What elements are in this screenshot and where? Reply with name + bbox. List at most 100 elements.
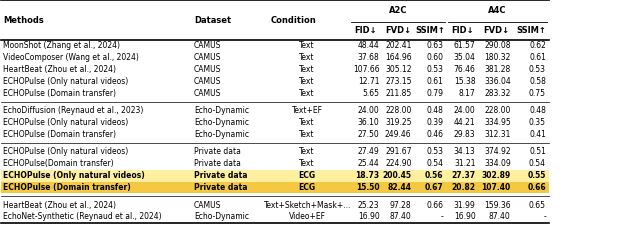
Text: ECHOPulse (Domain transfer): ECHOPulse (Domain transfer) (3, 183, 131, 192)
Text: ECHOPulse (Only natural videos): ECHOPulse (Only natural videos) (3, 148, 129, 157)
Text: Video+EF: Video+EF (289, 212, 326, 221)
Text: 283.32: 283.32 (484, 89, 511, 98)
Text: 273.15: 273.15 (385, 77, 412, 86)
Text: 336.04: 336.04 (484, 77, 511, 86)
Text: 0.62: 0.62 (529, 41, 546, 50)
Text: Text: Text (300, 118, 315, 127)
Text: 302.89: 302.89 (481, 171, 511, 180)
Text: 202.41: 202.41 (385, 41, 412, 50)
Text: 87.40: 87.40 (489, 212, 511, 221)
Text: CAMUS: CAMUS (194, 89, 221, 98)
Text: Text: Text (300, 41, 315, 50)
Text: 29.83: 29.83 (454, 130, 476, 139)
Text: SSIM↑: SSIM↑ (516, 27, 546, 36)
Text: 291.67: 291.67 (385, 148, 412, 157)
Text: 200.45: 200.45 (383, 171, 412, 180)
Text: A4C: A4C (488, 7, 507, 16)
Text: EchoNet-Synthetic (Reynaud et al., 2024): EchoNet-Synthetic (Reynaud et al., 2024) (3, 212, 162, 221)
Text: Private data: Private data (194, 171, 248, 180)
Text: 0.61: 0.61 (529, 53, 546, 62)
Text: 76.46: 76.46 (454, 65, 476, 74)
FancyBboxPatch shape (1, 170, 549, 182)
Text: 374.92: 374.92 (484, 148, 511, 157)
Text: HeartBeat (Zhou et al., 2024): HeartBeat (Zhou et al., 2024) (3, 65, 116, 74)
Text: ECHOPulse (Domain transfer): ECHOPulse (Domain transfer) (3, 89, 116, 98)
Text: 20.82: 20.82 (452, 183, 476, 192)
Text: 36.10: 36.10 (358, 118, 380, 127)
Text: 0.53: 0.53 (529, 65, 546, 74)
Text: 0.46: 0.46 (426, 130, 444, 139)
Text: 0.54: 0.54 (529, 159, 546, 168)
Text: Condition: Condition (271, 16, 316, 25)
Text: 319.25: 319.25 (385, 118, 412, 127)
Text: Text: Text (300, 65, 315, 74)
Text: ECHOPulse(Domain transfer): ECHOPulse(Domain transfer) (3, 159, 114, 168)
Text: Text: Text (300, 130, 315, 139)
Text: ECG: ECG (299, 183, 316, 192)
Text: Text: Text (300, 53, 315, 62)
Text: 211.85: 211.85 (385, 89, 412, 98)
Text: 0.35: 0.35 (529, 118, 546, 127)
Text: CAMUS: CAMUS (194, 65, 221, 74)
Text: 24.00: 24.00 (454, 106, 476, 115)
Text: Echo-Dynamic: Echo-Dynamic (194, 106, 249, 115)
Text: Text+EF: Text+EF (292, 106, 323, 115)
Text: 61.57: 61.57 (454, 41, 476, 50)
Text: 16.90: 16.90 (454, 212, 476, 221)
Text: EchoDiffusion (Reynaud et al., 2023): EchoDiffusion (Reynaud et al., 2023) (3, 106, 143, 115)
Text: 12.71: 12.71 (358, 77, 380, 86)
Text: 34.13: 34.13 (454, 148, 476, 157)
Text: 15.50: 15.50 (356, 183, 380, 192)
Text: 334.09: 334.09 (484, 159, 511, 168)
Text: 0.60: 0.60 (426, 53, 444, 62)
Text: 164.96: 164.96 (385, 53, 412, 62)
Text: FVD↓: FVD↓ (385, 27, 412, 36)
Text: 97.28: 97.28 (390, 200, 412, 209)
Text: Text: Text (300, 148, 315, 157)
Text: VideoComposer (Wang et al., 2024): VideoComposer (Wang et al., 2024) (3, 53, 139, 62)
Text: ECHOPulse (Only natural videos): ECHOPulse (Only natural videos) (3, 118, 129, 127)
Text: 224.90: 224.90 (385, 159, 412, 168)
Text: 0.48: 0.48 (427, 106, 444, 115)
Text: 82.44: 82.44 (388, 183, 412, 192)
Text: Private data: Private data (194, 159, 241, 168)
Text: 0.48: 0.48 (529, 106, 546, 115)
Text: A2C: A2C (388, 7, 407, 16)
Text: Text: Text (300, 77, 315, 86)
Text: 334.95: 334.95 (484, 118, 511, 127)
Text: 0.39: 0.39 (426, 118, 444, 127)
Text: FID↓: FID↓ (355, 27, 377, 36)
Text: Dataset: Dataset (194, 16, 231, 25)
Text: 0.58: 0.58 (529, 77, 546, 86)
Text: FVD↓: FVD↓ (484, 27, 509, 36)
Text: Echo-Dynamic: Echo-Dynamic (194, 130, 249, 139)
Text: Text+Sketch+Mask+...: Text+Sketch+Mask+... (264, 200, 351, 209)
Text: 0.55: 0.55 (527, 171, 546, 180)
Text: 27.50: 27.50 (358, 130, 380, 139)
Text: 48.44: 48.44 (358, 41, 380, 50)
Text: -: - (543, 212, 546, 221)
FancyBboxPatch shape (1, 182, 549, 193)
Text: 290.08: 290.08 (484, 41, 511, 50)
Text: 0.75: 0.75 (529, 89, 546, 98)
Text: CAMUS: CAMUS (194, 200, 221, 209)
Text: Text: Text (300, 159, 315, 168)
Text: MoonShot (Zhang et al., 2024): MoonShot (Zhang et al., 2024) (3, 41, 120, 50)
Text: 25.23: 25.23 (358, 200, 380, 209)
Text: 0.53: 0.53 (426, 65, 444, 74)
Text: CAMUS: CAMUS (194, 41, 221, 50)
Text: 0.56: 0.56 (425, 171, 444, 180)
Text: Methods: Methods (3, 16, 44, 25)
Text: 0.66: 0.66 (527, 183, 546, 192)
Text: 16.90: 16.90 (358, 212, 380, 221)
Text: 180.32: 180.32 (484, 53, 511, 62)
Text: 0.61: 0.61 (427, 77, 444, 86)
Text: 37.68: 37.68 (358, 53, 380, 62)
Text: 44.21: 44.21 (454, 118, 476, 127)
Text: 18.73: 18.73 (355, 171, 380, 180)
Text: 15.38: 15.38 (454, 77, 476, 86)
Text: 0.67: 0.67 (425, 183, 444, 192)
Text: 249.46: 249.46 (385, 130, 412, 139)
Text: 0.63: 0.63 (426, 41, 444, 50)
Text: ECHOPulse (Domain transfer): ECHOPulse (Domain transfer) (3, 130, 116, 139)
